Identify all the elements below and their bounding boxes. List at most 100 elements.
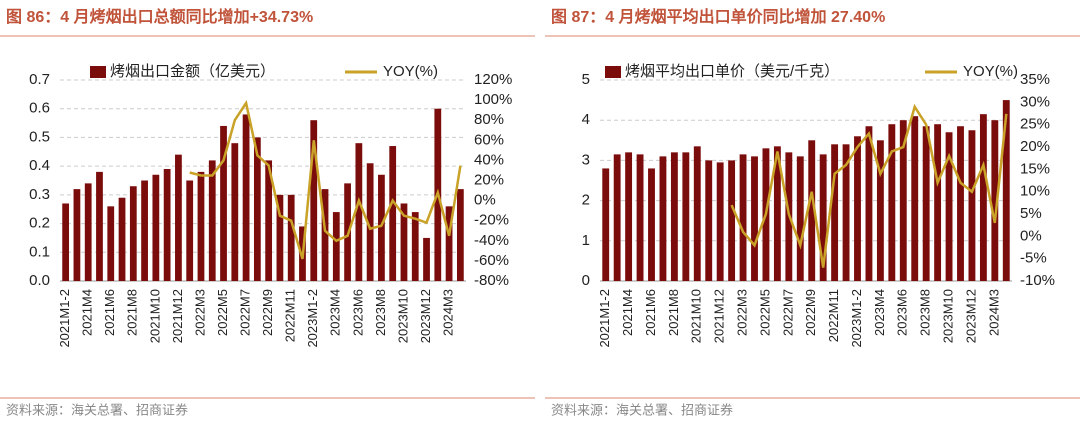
bar — [220, 125, 227, 281]
bar — [716, 162, 724, 281]
bar — [773, 146, 781, 281]
bar — [842, 144, 850, 281]
x-tick-label: 2021M1-2 — [57, 289, 72, 348]
bar — [899, 120, 907, 281]
y2-tick-label: 10% — [1020, 183, 1050, 200]
y-tick-label: 0 — [582, 272, 590, 289]
bar — [276, 194, 284, 281]
x-tick-label: 2023M4 — [328, 289, 343, 336]
y2-tick-label: 60% — [474, 131, 504, 148]
y2-tick-label: 120% — [474, 71, 512, 88]
chart-title: 图 86：4 月烤烟出口总额同比增加+34.73% — [6, 7, 313, 26]
y2-tick-label: 0% — [474, 192, 496, 209]
x-tick-label: 2024M3 — [441, 289, 456, 336]
bar — [648, 168, 655, 281]
bar — [231, 143, 239, 281]
y2-tick-label: 25% — [1020, 116, 1050, 133]
bar — [659, 156, 667, 281]
bar — [141, 180, 148, 281]
y-tick-label: 0.1 — [29, 243, 50, 260]
y2-tick-label: 80% — [474, 111, 504, 128]
bar — [118, 197, 126, 281]
bar — [728, 160, 736, 281]
legend-label: YOY(%) — [383, 63, 438, 80]
bar — [705, 160, 713, 281]
bar — [979, 114, 987, 281]
bar — [400, 203, 408, 281]
x-tick-label: 2021M4 — [620, 289, 635, 336]
y2-tick-label: 5% — [1020, 205, 1042, 222]
bar — [287, 194, 295, 281]
chart-title: 图 87：4 月烤烟平均出口单价同比增加 27.40% — [551, 7, 885, 26]
bar — [197, 171, 205, 281]
bar — [310, 120, 318, 281]
bar — [96, 171, 103, 281]
bar — [876, 140, 884, 281]
x-tick-label: 2021M6 — [102, 289, 117, 336]
bar — [808, 140, 816, 281]
x-tick-label: 2021M12 — [170, 289, 185, 343]
bar — [378, 174, 385, 281]
bar — [796, 156, 804, 281]
x-tick-label: 2021M10 — [689, 289, 704, 343]
legend-label: YOY(%) — [963, 63, 1018, 80]
bar — [670, 152, 678, 281]
y2-tick-label: 40% — [474, 151, 504, 168]
bar — [456, 189, 464, 281]
x-tick-label: 2021M1-2 — [597, 289, 612, 348]
bar — [389, 146, 397, 281]
y2-tick-label: 30% — [1020, 93, 1050, 110]
bar — [602, 168, 610, 281]
bar — [682, 152, 690, 281]
x-tick-label: 2021M8 — [666, 289, 681, 336]
bar — [865, 126, 873, 281]
bar — [175, 154, 182, 281]
bar — [186, 180, 194, 281]
bar — [1002, 100, 1010, 281]
bar — [62, 203, 70, 281]
bar — [854, 136, 861, 281]
bar — [208, 160, 216, 281]
x-tick-label: 2022M11 — [283, 289, 298, 342]
y-tick-label: 0.2 — [29, 215, 50, 232]
bar — [163, 169, 171, 281]
bar — [366, 163, 374, 281]
bar — [73, 189, 81, 281]
x-tick-label: 2022M3 — [192, 289, 207, 336]
bar — [957, 126, 964, 281]
bar — [411, 212, 419, 281]
x-tick-label: 2023M6 — [895, 289, 910, 336]
bar — [613, 154, 621, 281]
x-tick-label: 2023M12 — [418, 289, 433, 343]
y2-tick-label: -40% — [474, 232, 509, 249]
x-tick-label: 2023M8 — [918, 289, 933, 336]
legend-label: 烤烟平均出口单价（美元/千克） — [625, 63, 839, 80]
y-tick-label: 0.5 — [29, 128, 50, 145]
bar — [84, 183, 92, 281]
y2-tick-label: -10% — [1020, 272, 1055, 289]
source: 资料来源：海关总署、招商证券 — [6, 402, 188, 417]
x-tick-label: 2022M11 — [826, 289, 841, 342]
bar — [321, 189, 329, 281]
bar — [751, 156, 758, 281]
bar — [922, 126, 930, 281]
y2-tick-label: -60% — [474, 252, 509, 269]
y-tick-label: 1 — [582, 232, 590, 249]
x-tick-label: 2023M1-2 — [849, 289, 864, 348]
x-tick-label: 2023M10 — [395, 289, 410, 343]
source: 资料来源：海关总署、招商证券 — [551, 402, 733, 417]
bar — [693, 146, 701, 281]
y-tick-label: 2 — [582, 192, 590, 209]
x-tick-label: 2022M7 — [238, 289, 253, 336]
y-tick-label: 3 — [582, 151, 590, 168]
x-tick-label: 2021M8 — [125, 289, 140, 336]
bar — [107, 206, 115, 281]
bar — [934, 124, 942, 281]
bar — [991, 120, 999, 281]
x-tick-label: 2023M4 — [872, 289, 887, 336]
x-tick-label: 2024M3 — [986, 289, 1001, 336]
y2-tick-label: 35% — [1020, 71, 1050, 88]
bar — [355, 143, 363, 281]
x-tick-label: 2022M9 — [803, 289, 818, 336]
x-tick-label: 2022M9 — [260, 289, 275, 336]
